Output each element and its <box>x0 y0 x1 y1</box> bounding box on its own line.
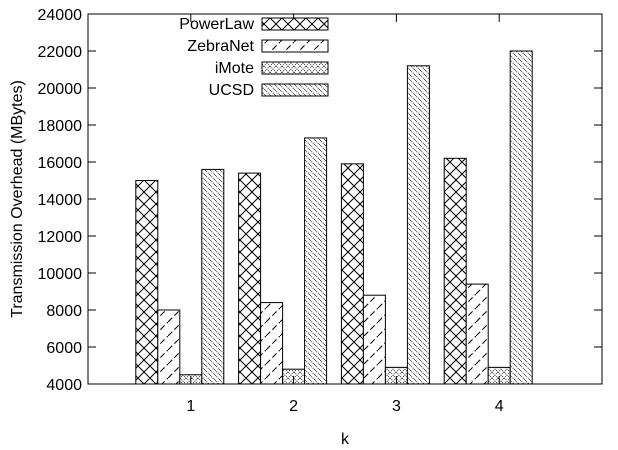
bar-zebranet-k1 <box>157 309 181 385</box>
bar-powerlaw-k2 <box>238 172 262 385</box>
legend-swatch-imote <box>261 61 329 75</box>
legend-swatch-ucsd <box>261 83 329 97</box>
x-axis-label: k <box>341 431 350 448</box>
legend-label-ucsd: UCSD <box>209 82 254 99</box>
y-axis-label: Transmission Overhead (MBytes) <box>9 80 26 318</box>
legend-swatch-powerlaw <box>261 17 329 31</box>
bar-powerlaw-k4 <box>443 157 467 385</box>
y-tick-label: 14000 <box>38 192 83 209</box>
bar-ucsd-k1 <box>201 168 225 385</box>
legend-label-imote: iMote <box>215 60 254 77</box>
y-tick-label: 6000 <box>46 340 82 357</box>
y-tick-label: 22000 <box>38 44 83 61</box>
axes-group: 4000 6000 8000 10000 12000 14000 16000 18000 200… <box>38 7 603 415</box>
x-tick-label: 2 <box>289 398 298 415</box>
bar-powerlaw-k3 <box>340 163 364 385</box>
legend-label-zebranet: ZebraNet <box>187 38 254 55</box>
y-tick-label: 10000 <box>38 266 83 283</box>
legend: PowerLaw ZebraNet iMote UCSD <box>179 16 329 99</box>
bar-zebranet-k3 <box>362 294 386 385</box>
bar-powerlaw-k1 <box>135 180 159 385</box>
y-tick-label: 24000 <box>38 7 83 24</box>
y-tick-label: 12000 <box>38 229 83 246</box>
y-tick-label: 8000 <box>46 303 82 320</box>
legend-swatch-zebranet <box>261 39 329 53</box>
x-tick-label: 4 <box>495 398 504 415</box>
bar-ucsd-k2 <box>304 137 328 385</box>
x-tick-label: 1 <box>186 398 195 415</box>
bars-group <box>135 50 533 385</box>
y-tick-label: 4000 <box>46 377 82 394</box>
y-tick-label: 20000 <box>38 81 83 98</box>
x-tick-label: 3 <box>392 398 401 415</box>
bar-ucsd-k4 <box>509 50 533 385</box>
bar-ucsd-k3 <box>406 65 430 385</box>
legend-label-powerlaw: PowerLaw <box>179 16 254 33</box>
y-tick-label: 18000 <box>38 118 83 135</box>
bar-zebranet-k4 <box>465 283 489 385</box>
y-tick-label: 16000 <box>38 155 83 172</box>
bar-zebranet-k2 <box>260 302 284 385</box>
